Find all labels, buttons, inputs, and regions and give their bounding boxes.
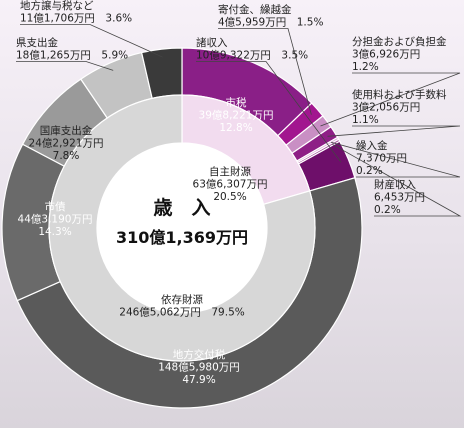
leader-line-1 — [218, 28, 312, 115]
inner-label-0-line-2: 20.5% — [213, 191, 246, 203]
slice-label-3-line-2: 1.1% — [352, 114, 379, 126]
slice-label-7-line-0: 地方交付税 — [173, 348, 226, 361]
slice-label-10-line-1: 18億1,265万円 5.9% — [16, 49, 128, 62]
slice-label-6-line-1: 10億9,322万円 3.5% — [196, 49, 308, 62]
slice-label-11-line-1: 11億1,706万円 3.6% — [20, 12, 132, 25]
slice-label-0-line-1: 39億8,221万円 — [199, 109, 274, 122]
slice-label-3-line-1: 3億2,056万円 — [352, 101, 420, 114]
leader-line-6 — [196, 61, 342, 163]
slice-label-4-line-1: 7,370万円 — [356, 153, 407, 165]
slice-label-9-line-0: 国庫支出金 — [40, 124, 93, 137]
slice-label-4-line-0: 繰入金 — [356, 139, 388, 152]
slice-label-0-line-0: 市税 — [226, 96, 247, 109]
slice-label-9-line-1: 24億2,921万円 — [29, 137, 104, 150]
slice-label-10-line-0: 県支出金 — [16, 36, 58, 49]
inner-ring — [48, 94, 316, 362]
slice-label-6-line-0: 諸収入 — [196, 36, 228, 49]
slice-label-7-line-1: 148億5,980万円 — [158, 361, 240, 374]
slice-label-2-line-0: 分担金および負担金 — [352, 35, 447, 48]
inner-label-0-line-0: 自主財源 — [209, 165, 251, 178]
slice-label-4-line-2: 0.2% — [356, 165, 383, 177]
slice-label-5-line-1: 6,453万円 — [374, 192, 425, 204]
slice-label-11-line-0: 地方譲与税など — [20, 0, 94, 12]
slice-label-9-line-2: 7.8% — [53, 150, 80, 162]
slice-label-1-line-1: 4億5,959万円 1.5% — [218, 16, 323, 29]
slice-label-0-line-2: 12.8% — [219, 122, 252, 134]
slice-label-8-line-0: 市債 — [45, 200, 66, 213]
slice-label-3-line-0: 使用料および手数料 — [352, 88, 447, 101]
slice-label-8-line-1: 44億3,190万円 — [18, 213, 93, 226]
slice-label-8-line-2: 14.3% — [38, 226, 71, 238]
center-hole — [97, 143, 267, 313]
leader-line-2 — [320, 72, 461, 127]
leader-line-5 — [332, 143, 462, 217]
slice-label-5-line-0: 財産収入 — [374, 178, 416, 191]
center-total: 310億1,369万円 — [116, 228, 248, 247]
leader-line-10 — [16, 61, 114, 71]
leader-line-11 — [20, 24, 163, 58]
slice-label-7-line-2: 47.9% — [182, 374, 215, 386]
leader-lines — [16, 24, 462, 217]
slice-label-5-line-2: 0.2% — [374, 204, 401, 216]
leader-line-3 — [327, 125, 461, 137]
inner-label-1-line-0: 依存財源 — [161, 293, 203, 306]
center-title: 歳 入 — [153, 197, 210, 219]
slice-label-1-line-0: 寄付金、繰越金 — [218, 3, 292, 16]
inner-label-1-line-1: 246億5,062万円 79.5% — [119, 306, 244, 319]
slice-label-2-line-1: 3億6,926万円 — [352, 48, 420, 61]
slice-label-2-line-2: 1.2% — [352, 61, 379, 73]
inner-label-0-line-1: 63億6,307万円 — [193, 178, 268, 191]
